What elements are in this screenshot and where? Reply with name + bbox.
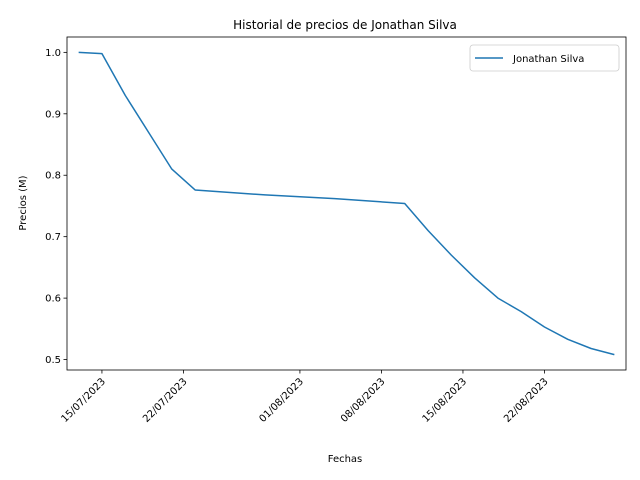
plot-frame bbox=[66, 36, 627, 371]
y-tick-label-1: 0.6 bbox=[45, 294, 61, 305]
y-axis: 0.5 0.6 0.7 0.8 0.9 1.0 bbox=[45, 48, 67, 366]
legend: Jonathan Silva bbox=[469, 44, 620, 72]
y-tick-label-4: 0.9 bbox=[45, 109, 61, 120]
legend-box bbox=[469, 44, 620, 72]
x-axis-label: Fechas bbox=[328, 454, 363, 465]
y-tick-label-5: 1.0 bbox=[45, 48, 61, 59]
y-axis-label: Precios (M) bbox=[18, 175, 29, 230]
y-tick-label-2: 0.7 bbox=[45, 232, 61, 243]
y-tick-label-3: 0.8 bbox=[45, 171, 61, 182]
y-tick-label-0: 0.5 bbox=[45, 355, 61, 366]
series-line-0 bbox=[78, 51, 615, 356]
series-layer bbox=[78, 51, 615, 356]
legend-label-jonathan-silva: Jonathan Silva bbox=[512, 54, 584, 65]
chart-title: Historial de precios de Jonathan Silva bbox=[233, 18, 457, 32]
